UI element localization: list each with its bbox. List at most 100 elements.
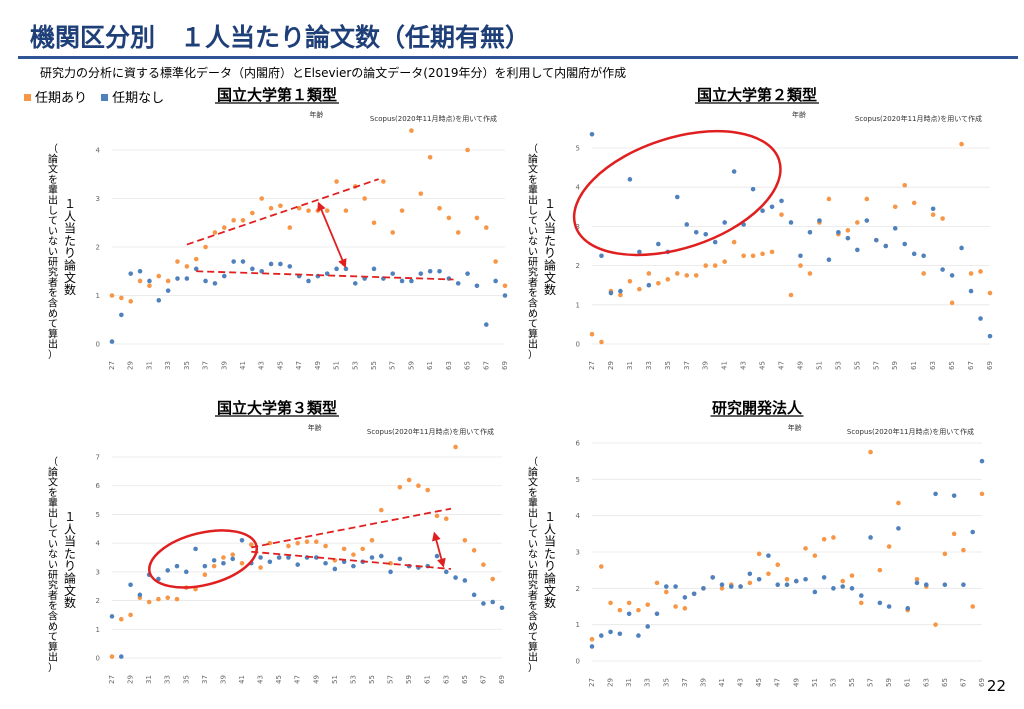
- y-tick-label: 3: [96, 195, 100, 203]
- point-no-term: [728, 584, 734, 589]
- point-no-term: [845, 235, 851, 241]
- point-no-term: [156, 298, 162, 303]
- point-fixed-term: [959, 141, 964, 147]
- point-no-term: [979, 458, 985, 464]
- x-axis-label: 年齢: [309, 110, 323, 119]
- x-tick-label: 53: [351, 361, 359, 370]
- x-tick-label: 41: [239, 361, 247, 370]
- point-no-term: [911, 251, 917, 257]
- point-no-term: [930, 206, 936, 212]
- point-fixed-term: [803, 546, 808, 551]
- point-fixed-term: [775, 562, 781, 568]
- point-no-term: [369, 555, 375, 560]
- x-tick-label: 29: [607, 361, 615, 370]
- y-tick-label: 5: [576, 145, 580, 153]
- point-no-term: [147, 278, 152, 284]
- point-fixed-term: [471, 548, 477, 553]
- x-tick-label: 59: [405, 675, 413, 684]
- point-fixed-term: [868, 449, 873, 455]
- point-fixed-term: [147, 283, 152, 289]
- point-no-term: [599, 253, 604, 259]
- point-fixed-term: [221, 555, 226, 560]
- point-fixed-term: [239, 560, 245, 566]
- point-no-term: [399, 278, 405, 284]
- x-tick-label: 65: [464, 361, 472, 370]
- point-fixed-term: [481, 562, 486, 567]
- point-fixed-term: [949, 300, 955, 306]
- highlight-ellipse: [572, 129, 782, 257]
- x-tick-label: 41: [238, 675, 246, 684]
- point-no-term: [817, 218, 822, 223]
- point-no-term: [295, 562, 301, 567]
- point-no-term: [807, 229, 813, 235]
- x-tick-label: 59: [891, 361, 899, 370]
- y-tick-label: 3: [96, 568, 100, 576]
- y-tick-label: 1: [96, 292, 100, 300]
- point-fixed-term: [654, 580, 660, 586]
- x-tick-label: 27: [108, 361, 116, 370]
- point-no-term: [278, 261, 283, 267]
- x-tick-label: 63: [929, 361, 937, 370]
- trend-line-fixed-term: [251, 507, 452, 549]
- point-fixed-term: [212, 230, 218, 235]
- point-fixed-term: [278, 203, 283, 209]
- source-note: Scopus(2020年11月時点)を用いて作成: [370, 114, 497, 123]
- x-tick-label: 45: [276, 361, 284, 370]
- page-title: 機関区分別 １人当たり論文数（任期有無）: [30, 23, 531, 52]
- point-fixed-term: [731, 239, 737, 245]
- point-no-term: [719, 582, 725, 587]
- point-no-term: [434, 553, 440, 559]
- point-fixed-term: [230, 552, 236, 557]
- point-no-term: [968, 288, 974, 294]
- point-no-term: [409, 278, 414, 284]
- point-fixed-term: [258, 565, 263, 570]
- point-fixed-term: [933, 622, 938, 627]
- y-axis-note: （論文を輩出していない研究者を含めて算出）: [48, 456, 58, 674]
- point-no-term: [803, 576, 808, 582]
- point-no-term: [905, 606, 911, 611]
- point-fixed-term: [343, 208, 349, 213]
- point-fixed-term: [221, 225, 227, 230]
- point-fixed-term: [968, 271, 974, 276]
- point-no-term: [674, 194, 680, 200]
- x-tick-label: 43: [740, 361, 748, 370]
- x-tick-label: 47: [294, 675, 302, 684]
- x-tick-label: 39: [219, 675, 227, 684]
- x-tick-label: 69: [986, 361, 994, 370]
- x-tick-label: 51: [815, 361, 823, 370]
- x-tick-label: 65: [948, 361, 956, 370]
- x-tick-label: 47: [778, 361, 786, 370]
- point-no-term: [334, 266, 339, 272]
- point-fixed-term: [427, 154, 433, 160]
- point-no-term: [627, 177, 633, 182]
- point-no-term: [892, 226, 898, 231]
- point-fixed-term: [211, 563, 217, 569]
- point-no-term: [766, 553, 771, 558]
- point-fixed-term: [656, 280, 661, 286]
- point-no-term: [109, 339, 115, 344]
- point-fixed-term: [119, 295, 124, 301]
- y-tick-label: 1: [576, 301, 580, 309]
- point-no-term: [165, 288, 171, 293]
- point-no-term: [868, 535, 873, 540]
- point-fixed-term: [788, 292, 794, 298]
- y-tick-label: 2: [96, 597, 100, 605]
- point-fixed-term: [674, 271, 680, 276]
- point-no-term: [784, 582, 790, 587]
- point-fixed-term: [826, 196, 832, 202]
- point-no-term: [691, 591, 697, 597]
- y-tick-label: 4: [576, 512, 581, 520]
- point-no-term: [221, 273, 227, 279]
- chart-title: 国立大学第１類型: [217, 86, 337, 104]
- x-tick-label: 67: [959, 678, 967, 687]
- point-no-term: [645, 624, 651, 629]
- legend-swatch-fixed-term: [24, 94, 31, 101]
- x-tick-label: 37: [201, 675, 209, 684]
- point-fixed-term: [146, 599, 152, 605]
- point-fixed-term: [911, 200, 917, 206]
- point-no-term: [961, 582, 966, 587]
- point-fixed-term: [295, 540, 301, 546]
- point-fixed-term: [760, 251, 765, 257]
- point-fixed-term: [902, 182, 908, 188]
